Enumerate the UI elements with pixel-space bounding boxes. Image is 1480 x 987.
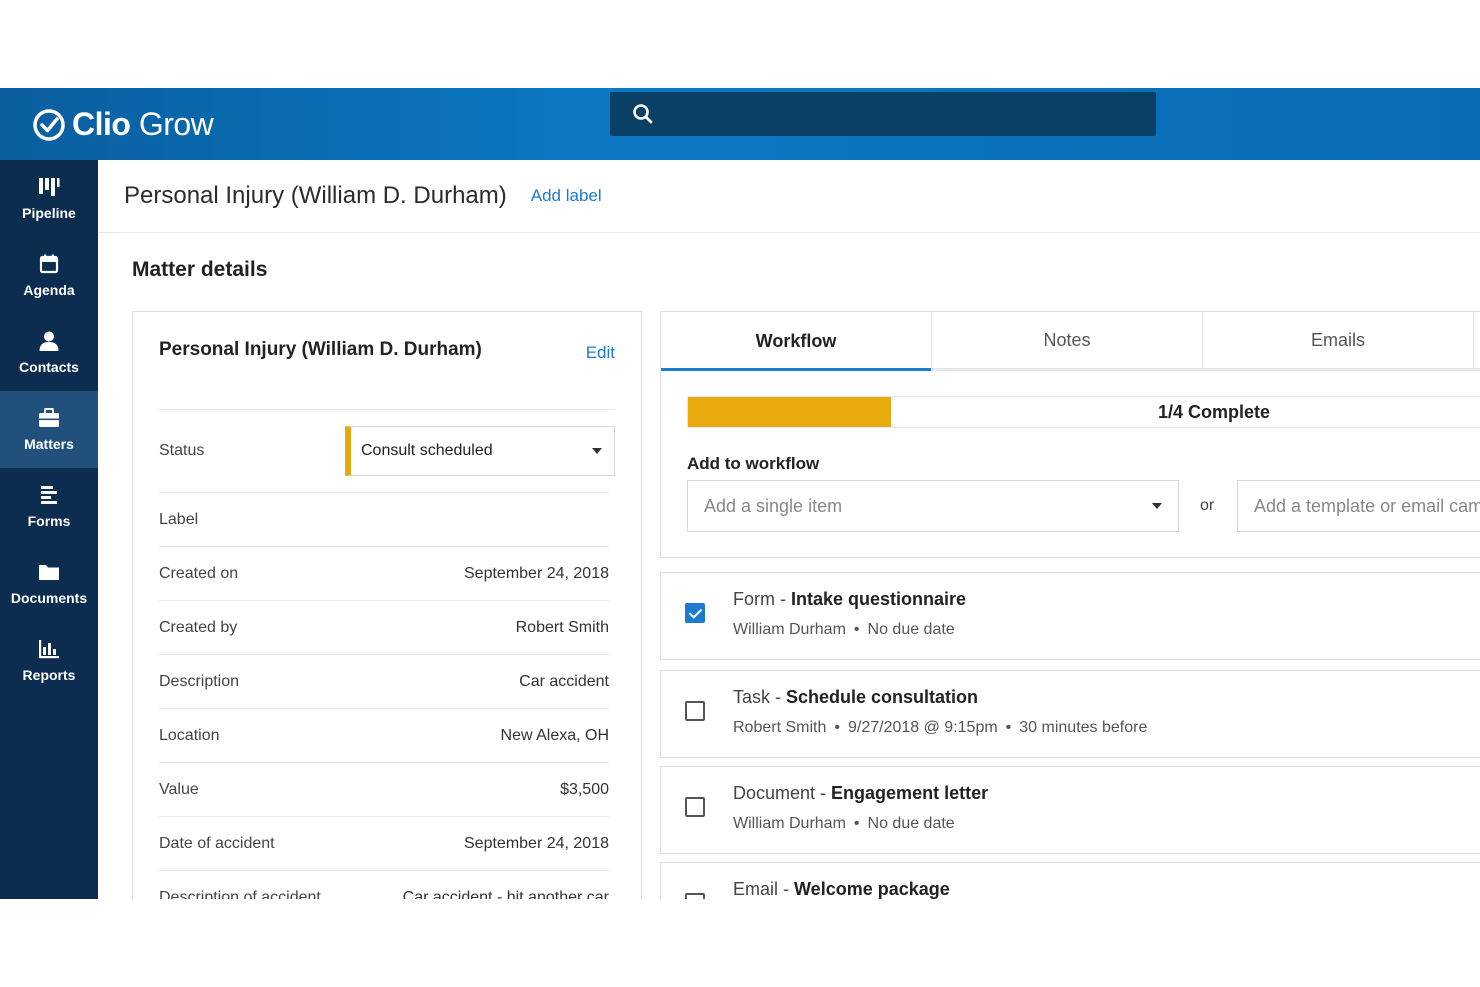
sidebar-item-agenda[interactable]: Agenda: [0, 237, 98, 314]
detail-key: Description of accident: [159, 888, 321, 900]
detail-value: September 24, 2018: [464, 834, 609, 852]
detail-key: Created on: [159, 564, 239, 582]
edit-link[interactable]: Edit: [585, 343, 615, 362]
chevron-down-icon: [592, 448, 602, 454]
sidebar-item-reports[interactable]: Reports: [0, 622, 98, 699]
detail-value: Robert Smith: [515, 618, 609, 636]
workflow-panel: Workflow Notes Emails 1/4 Complete Add t…: [660, 311, 1480, 558]
matter-details-card: Personal Injury (William D. Durham) Edit…: [132, 311, 642, 899]
sidebar-item-contacts[interactable]: Contacts: [0, 314, 98, 391]
sidebar-item-documents[interactable]: Documents: [0, 545, 98, 622]
sidebar-item-label: Matters: [24, 436, 74, 452]
page-header: Personal Injury (William D. Durham) Add …: [98, 160, 1480, 233]
search-icon: [633, 104, 653, 124]
add-template-placeholder: Add a template or email campaign: [1254, 495, 1480, 516]
person-icon: [39, 331, 59, 351]
sidebar-item-label: Documents: [10, 590, 88, 606]
detail-value: New Alexa, OH: [500, 726, 609, 744]
workflow-progress-bar: 1/4 Complete: [687, 396, 1480, 428]
folder-icon: [39, 565, 59, 580]
detail-row: Date of accident September 24, 2018: [159, 817, 609, 871]
search-input[interactable]: [666, 104, 1156, 124]
check-circle-icon: [33, 108, 65, 141]
item-checkbox[interactable]: [685, 893, 705, 899]
app-window: Clio Grow Pipeline: [0, 88, 1480, 899]
workflow-item[interactable]: Email - Welcome package: [660, 862, 1480, 899]
main-content: Personal Injury (William D. Durham) Add …: [98, 160, 1480, 899]
label-field-label: Label: [159, 510, 199, 528]
brand-name: Clio Grow: [72, 106, 214, 142]
item-title-line: Form - Intake questionnaire: [733, 589, 967, 609]
sidebar-item-label: Contacts: [19, 359, 79, 375]
detail-row: Description of accident Car accident - h…: [159, 871, 609, 900]
add-template-input[interactable]: Add a template or email campaign: [1237, 480, 1480, 532]
workflow-item[interactable]: Form - Intake questionnaire William Durh…: [660, 572, 1480, 660]
bar-chart-icon: [39, 640, 59, 659]
status-dropdown[interactable]: Consult scheduled: [345, 426, 615, 476]
detail-row: Location New Alexa, OH: [159, 709, 609, 763]
item-checkbox[interactable]: [685, 701, 705, 721]
label-row[interactable]: Label: [159, 493, 609, 547]
add-single-item-dropdown[interactable]: Add a single item: [687, 480, 1179, 532]
pipeline-icon: [39, 178, 60, 196]
section-title: Matter details: [132, 258, 268, 281]
page-title: Personal Injury (William D. Durham): [124, 182, 507, 209]
status-value: Consult scheduled: [361, 442, 493, 459]
add-label-link[interactable]: Add label: [530, 186, 602, 205]
sidebar-item-label: Agenda: [23, 282, 75, 298]
workflow-item[interactable]: Task - Schedule consultation Robert Smit…: [660, 670, 1480, 758]
sidebar-item-label: Forms: [27, 513, 71, 529]
progress-fill: [688, 397, 891, 427]
detail-key: Date of accident: [159, 834, 275, 852]
tab-notes[interactable]: Notes: [932, 312, 1203, 368]
detail-value: Car accident - hit another car: [402, 888, 609, 900]
detail-key: Created by: [159, 618, 238, 636]
tab-emails[interactable]: Emails: [1203, 312, 1474, 368]
item-checkbox[interactable]: [685, 603, 705, 623]
detail-value: September 24, 2018: [464, 564, 609, 582]
item-checkbox[interactable]: [685, 797, 705, 817]
details-rows: Status Consult scheduled Label Created o…: [159, 410, 615, 900]
status-label: Status: [159, 442, 205, 459]
item-title-line: Email - Welcome package: [733, 879, 950, 899]
sidebar-item-label: Reports: [22, 667, 76, 683]
detail-value: $3,500: [560, 780, 609, 798]
card-title: Personal Injury (William D. Durham): [159, 339, 482, 360]
item-title-line: Task - Schedule consultation: [733, 687, 979, 707]
tab-workflow[interactable]: Workflow: [661, 312, 932, 371]
detail-row: Description Car accident: [159, 655, 609, 709]
workflow-item[interactable]: Document - Engagement letter William Dur…: [660, 766, 1480, 854]
sidebar-nav: Pipeline Agenda Contacts Matt: [0, 160, 98, 899]
item-meta-line: William Durham • No due date: [733, 621, 955, 638]
item-title-line: Document - Engagement letter: [733, 783, 989, 803]
detail-key: Description: [159, 672, 240, 690]
chevron-down-icon: [1152, 503, 1162, 509]
detail-value: Car accident: [519, 672, 609, 690]
detail-row: Created by Robert Smith: [159, 601, 609, 655]
sidebar-item-label: Pipeline: [22, 205, 76, 221]
add-to-workflow-label: Add to workflow: [687, 454, 820, 473]
sidebar-item-pipeline[interactable]: Pipeline: [0, 160, 98, 237]
item-meta-line: Robert Smith • 9/27/2018 @ 9:15pm • 30 minut…: [733, 719, 1148, 736]
sidebar-item-forms[interactable]: Forms: [0, 468, 98, 545]
briefcase-icon: [39, 408, 59, 427]
item-meta-line: William Durham • No due date: [733, 815, 955, 832]
detail-key: Value: [159, 780, 199, 798]
progress-text: 1/4 Complete: [1158, 402, 1271, 422]
tab-bar: Workflow Notes Emails: [661, 312, 1480, 371]
detail-row: Created on September 24, 2018: [159, 547, 609, 601]
global-search[interactable]: [610, 92, 1156, 136]
sidebar-item-matters[interactable]: Matters: [0, 391, 98, 468]
status-row: Status Consult scheduled: [159, 410, 615, 493]
detail-row: Value $3,500: [159, 763, 609, 817]
add-single-item-placeholder: Add a single item: [704, 495, 843, 516]
clio-grow-logo[interactable]: Clio Grow: [32, 106, 214, 143]
or-separator: or: [1200, 497, 1215, 514]
card-header: Personal Injury (William D. Durham) Edit: [159, 339, 615, 410]
detail-key: Location: [159, 726, 220, 744]
top-bar: Clio Grow: [0, 88, 1480, 160]
calendar-icon: [39, 254, 59, 274]
form-icon: [41, 486, 57, 504]
